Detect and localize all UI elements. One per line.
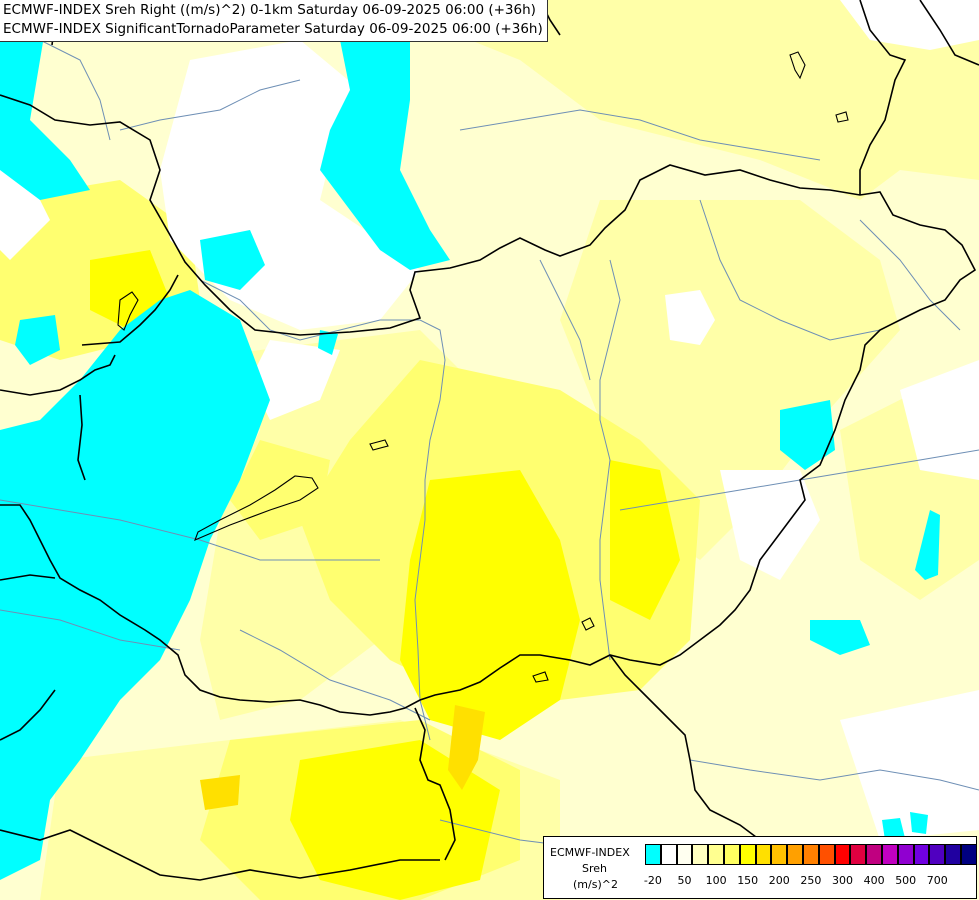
legend-swatch [723, 844, 740, 865]
legend-swatch [850, 844, 867, 865]
legend-swatch [771, 844, 788, 865]
legend-tick-label: 50 [677, 874, 692, 887]
legend-swatch [692, 844, 709, 865]
legend-swatch [676, 844, 693, 865]
legend-swatch [802, 844, 819, 865]
legend-swatch [818, 844, 835, 865]
strong-yellow-fields [90, 250, 680, 900]
legend-swatch [739, 844, 756, 865]
legend-swatch [834, 844, 851, 865]
legend-model: ECMWF-INDEX [550, 846, 630, 859]
legend-swatch [755, 844, 772, 865]
map-title-box: ECMWF-INDEX Sreh Right ((m/s)^2) 0-1km S… [0, 0, 548, 42]
legend-swatch [866, 844, 882, 865]
legend-tick-label: 150 [737, 874, 759, 887]
title-line-2: ECMWF-INDEX SignificantTornadoParameter … [3, 21, 543, 37]
legend-tick-label: 500 [895, 874, 917, 887]
legend-tick-label: -20 [643, 874, 662, 887]
legend-swatch [787, 844, 803, 865]
legend-swatch [645, 844, 661, 865]
cyan-fields [0, 0, 940, 880]
legend-swatch [960, 844, 977, 865]
rivers [0, 29, 979, 861]
legend-tick-label: 100 [705, 874, 727, 887]
legend-swatches [645, 844, 977, 865]
country-borders [0, 0, 979, 881]
legend-tick-label: 250 [800, 874, 822, 887]
legend-tick-label: 400 [863, 874, 885, 887]
legend-parameter: Sreh [582, 862, 608, 875]
legend-swatch [913, 844, 930, 865]
legend-swatch [660, 844, 677, 865]
legend-swatch [897, 844, 914, 865]
legend-tick-label: 200 [768, 874, 790, 887]
lakes [117, 51, 849, 683]
legend-tick-label: 300 [832, 874, 853, 887]
color-legend: ECMWF-INDEX Sreh (m/s)^2 -20 50 100 150 200 2… [543, 836, 977, 899]
legend-unit: (m/s)^2 [573, 878, 618, 891]
legend-swatch [929, 844, 946, 865]
title-line-1: ECMWF-INDEX Sreh Right ((m/s)^2) 0-1km S… [3, 2, 536, 18]
legend-tick-label: 700 [926, 874, 948, 887]
legend-swatch [708, 844, 724, 865]
peak-fields [200, 705, 485, 810]
legend-swatch [945, 844, 961, 865]
legend-swatch [881, 844, 898, 865]
